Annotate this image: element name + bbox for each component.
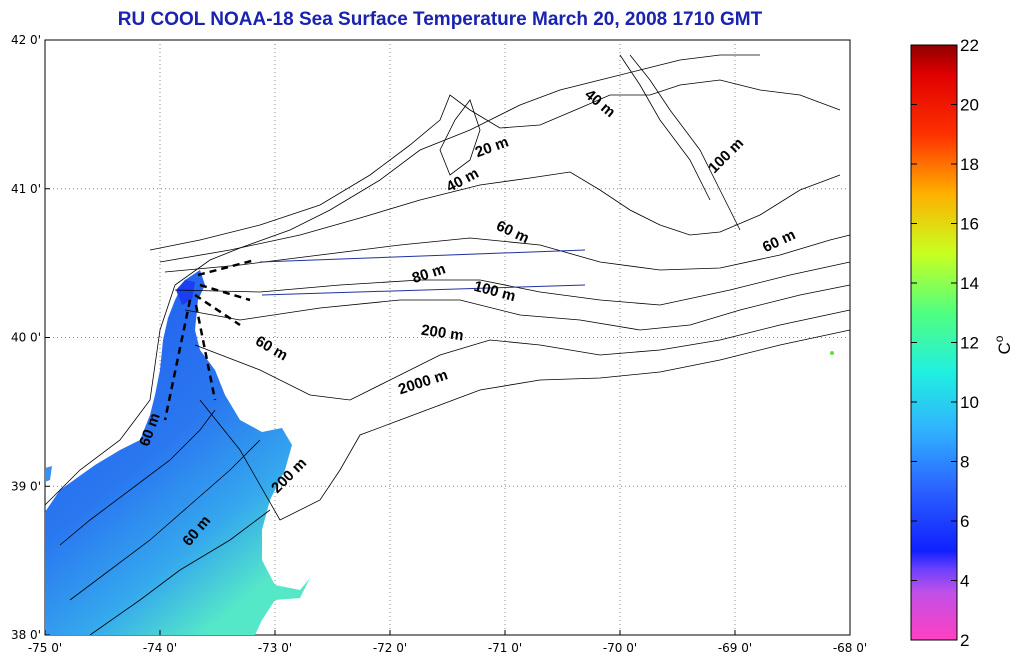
lane-5 [194, 304, 217, 401]
island-contour [439, 99, 481, 176]
colorbar-tick-label: 12 [960, 334, 979, 353]
canyon-contour-a [629, 54, 741, 231]
x-tick-label: -68 0' [833, 641, 867, 655]
x-tick-label: -69 0' [718, 641, 752, 655]
shipping-lanes [163, 258, 256, 421]
colorbar-tick-label: 4 [960, 572, 969, 591]
depth-contour-100m [184, 284, 851, 331]
colorbar-unit-label: Co [992, 335, 1014, 354]
sst-pixel [830, 351, 834, 355]
lane-4 [163, 299, 192, 421]
lane-1 [197, 258, 256, 277]
x-axis-ticks: -75 0' -74 0' -73 0' -72 0' -71 0' -70 0' -69 … [28, 630, 867, 655]
bathymetry-contours [44, 54, 851, 636]
y-tick-label: 39 0' [11, 479, 41, 493]
x-tick-label: -73 0' [258, 641, 292, 655]
x-tick-label: -74 0' [143, 641, 177, 655]
lane-3 [194, 293, 241, 327]
colorbar-tick-label: 14 [960, 274, 979, 293]
shelf-contour-c [89, 509, 271, 636]
colorbar-tick-label: 18 [960, 155, 979, 174]
x-tick-label: -71 0' [488, 641, 522, 655]
y-tick-label: 38 0' [11, 628, 41, 642]
depth-contour-40m [159, 171, 841, 263]
depth-contour-80m [174, 261, 851, 306]
shelf-contour-a [59, 409, 216, 546]
depth-contour-2000m [199, 329, 851, 521]
depth-contour-20m [149, 79, 841, 251]
transect-line-north [259, 249, 586, 263]
shelf-contour-b [69, 439, 261, 601]
colorbar-tick-label: 10 [960, 393, 979, 412]
colorbar-tick-label: 6 [960, 512, 969, 531]
colorbar [910, 44, 958, 641]
colorbar-tick-label: 20 [960, 96, 979, 115]
colorbar-ticks: 2 4 6 8 10 12 14 16 18 20 22 [911, 36, 979, 650]
depth-label: 200 m [420, 322, 464, 345]
colorbar-unit-text: C [995, 342, 1014, 354]
canyon-contour-b [619, 54, 711, 201]
sst-coastal-patch [176, 280, 195, 305]
transect-line-south [261, 284, 586, 296]
lane-2 [199, 283, 251, 302]
y-axis-ticks: 38 0' 39 0' 40 0' 41 0' 42 0' [11, 33, 50, 642]
colorbar-tick-label: 22 [960, 36, 979, 55]
map-title: RU COOL NOAA-18 Sea Surface Temperature … [118, 9, 763, 30]
y-tick-label: 40 0' [11, 331, 41, 345]
depth-contour-60m [164, 234, 851, 273]
colorbar-tick-label: 16 [960, 215, 979, 234]
colorbar-tick-label: 2 [960, 631, 969, 650]
y-tick-label: 41 0' [11, 182, 41, 196]
x-tick-label: -70 0' [603, 641, 637, 655]
depth-contour-200m [194, 309, 851, 401]
coastline-contour [44, 54, 760, 506]
y-tick-label: 42 0' [11, 33, 41, 47]
colorbar-unit: Co [992, 335, 1014, 354]
x-tick-label: -75 0' [28, 641, 62, 655]
transect-lines [259, 249, 586, 296]
colorbar-unit-superscript: o [992, 335, 1006, 342]
sst-edge-patch [45, 466, 52, 482]
colorbar-tick-label: 8 [960, 453, 969, 472]
x-tick-label: -72 0' [373, 641, 407, 655]
